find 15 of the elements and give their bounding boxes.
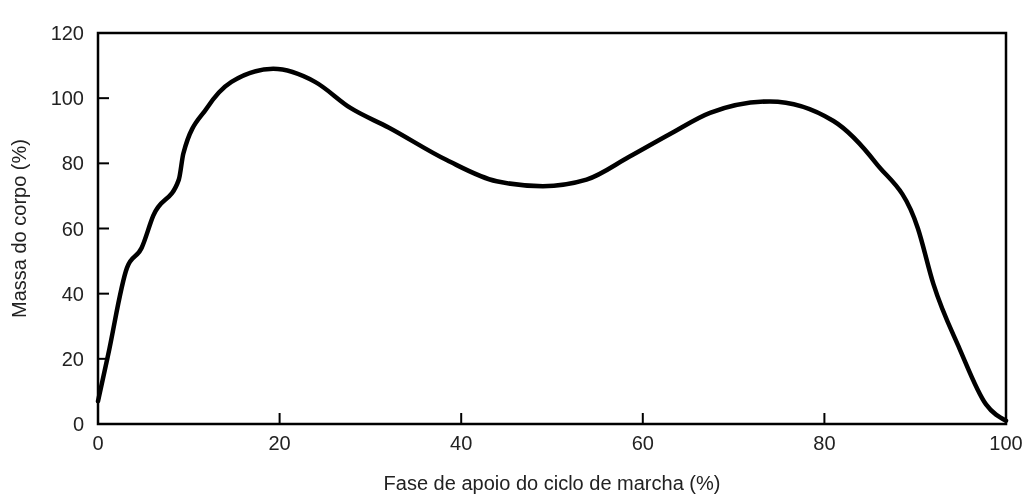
y-tick-label: 60: [61, 217, 84, 240]
x-tick-label: 80: [813, 432, 836, 454]
y-tick-label: 100: [50, 87, 84, 110]
x-tick-label: 60: [631, 432, 654, 454]
y-tick-label: 20: [61, 347, 84, 370]
x-axis-title: Fase de apoio do ciclo de marcha (%): [383, 472, 721, 494]
y-tick-label: 120: [50, 22, 84, 44]
x-tick-label: 0: [92, 432, 104, 454]
y-tick-label: 0: [72, 413, 84, 435]
x-tick-label: 20: [268, 432, 291, 454]
x-tick-label: 40: [450, 432, 473, 454]
y-tick-label: 80: [61, 152, 84, 175]
y-tick-label: 40: [61, 282, 84, 305]
x-tick-label: 100: [989, 432, 1023, 454]
y-axis-title: Massa do corpo (%): [8, 139, 30, 318]
